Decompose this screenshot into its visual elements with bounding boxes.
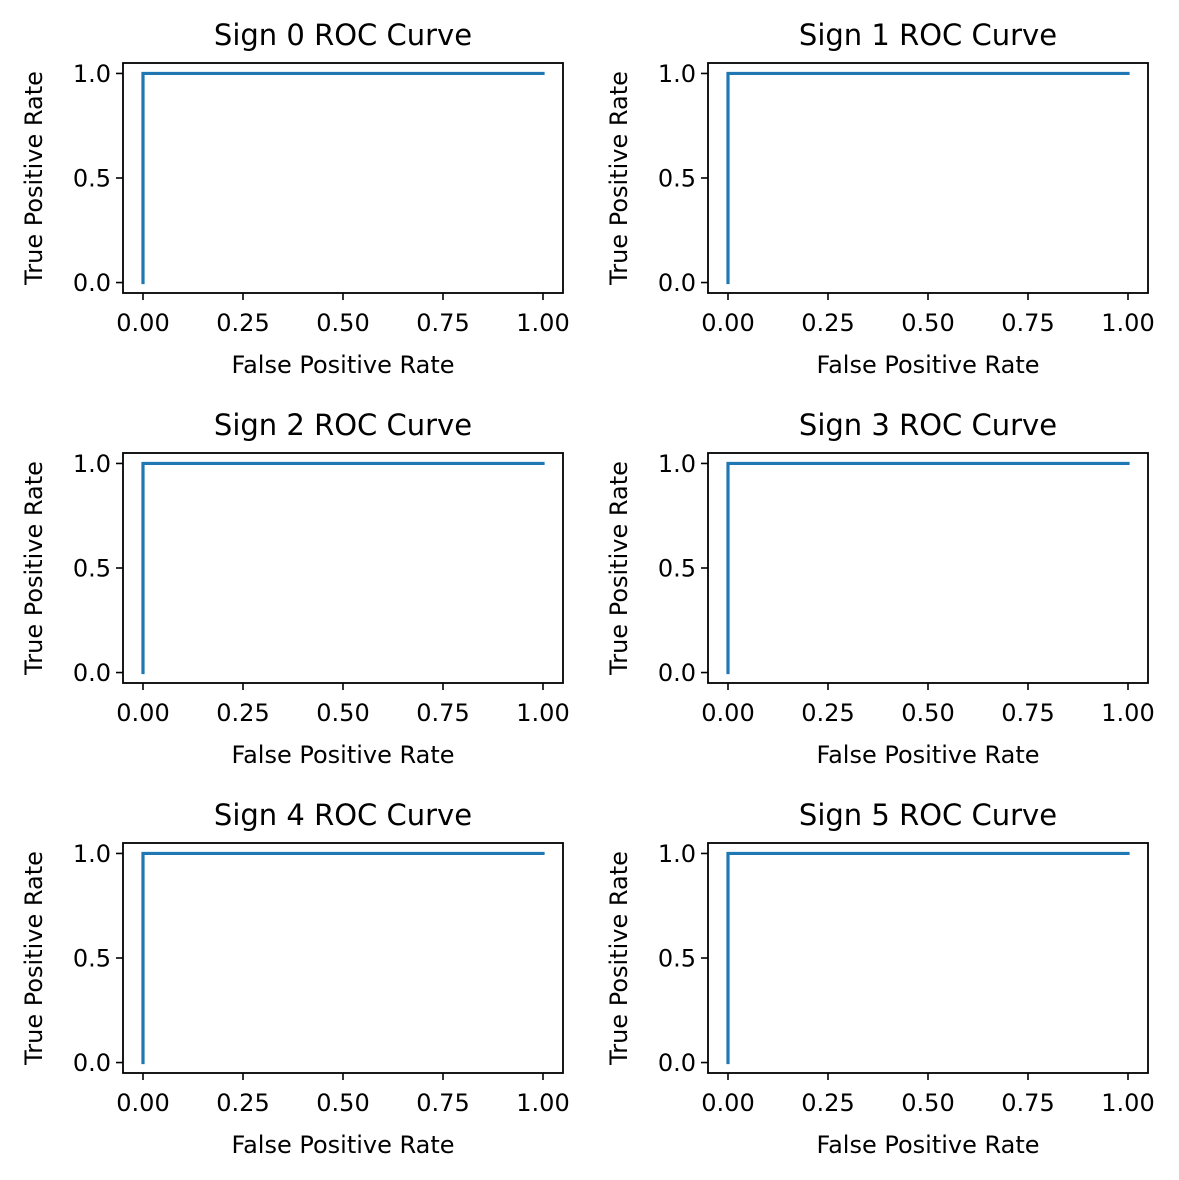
x-tick-label: 1.00: [1101, 309, 1154, 337]
x-tick-label: 0.75: [416, 699, 469, 727]
x-tick-label: 0.75: [1001, 699, 1054, 727]
x-axis-label: False Positive Rate: [816, 351, 1039, 379]
x-tick-label: 0.00: [701, 699, 754, 727]
chart-title: Sign 2 ROC Curve: [214, 408, 472, 442]
x-tick-label: 0.50: [316, 309, 369, 337]
y-tick-label: 1.0: [73, 450, 111, 478]
y-tick-label: 0.5: [658, 555, 696, 583]
x-tick-label: 0.00: [116, 699, 169, 727]
x-tick-label: 0.75: [416, 1089, 469, 1117]
y-tick-label: 0.0: [658, 1049, 696, 1077]
y-tick-label: 0.5: [73, 165, 111, 193]
x-axis-label: False Positive Rate: [816, 741, 1039, 769]
x-axis-label: False Positive Rate: [231, 741, 454, 769]
x-tick-label: 0.00: [701, 309, 754, 337]
x-tick-label: 1.00: [1101, 699, 1154, 727]
x-tick-label: 0.50: [901, 1089, 954, 1117]
chart-title: Sign 4 ROC Curve: [214, 798, 472, 832]
x-axis-label: False Positive Rate: [231, 351, 454, 379]
chart-title: Sign 3 ROC Curve: [799, 408, 1057, 442]
y-axis-label: True Positive Rate: [605, 71, 633, 286]
y-tick-label: 0.0: [658, 659, 696, 687]
y-tick-label: 0.5: [73, 555, 111, 583]
y-tick-label: 1.0: [73, 840, 111, 868]
x-tick-label: 0.50: [316, 1089, 369, 1117]
x-tick-label: 1.00: [516, 1089, 569, 1117]
chart-title: Sign 5 ROC Curve: [799, 798, 1057, 832]
y-tick-label: 0.0: [658, 269, 696, 297]
y-tick-label: 1.0: [658, 60, 696, 88]
y-tick-label: 0.0: [73, 269, 111, 297]
x-axis-label: False Positive Rate: [816, 1131, 1039, 1159]
x-tick-label: 0.50: [316, 699, 369, 727]
y-tick-label: 0.5: [73, 945, 111, 973]
y-tick-label: 0.0: [73, 659, 111, 687]
x-tick-label: 0.50: [901, 309, 954, 337]
x-tick-label: 0.00: [116, 309, 169, 337]
x-tick-label: 0.75: [1001, 1089, 1054, 1117]
x-tick-label: 1.00: [516, 309, 569, 337]
x-tick-label: 0.25: [216, 699, 269, 727]
x-tick-label: 0.25: [216, 309, 269, 337]
y-axis-label: True Positive Rate: [605, 851, 633, 1066]
chart-title: Sign 1 ROC Curve: [799, 18, 1057, 52]
x-tick-label: 0.75: [416, 309, 469, 337]
chart-title: Sign 0 ROC Curve: [214, 18, 472, 52]
x-tick-label: 1.00: [516, 699, 569, 727]
y-tick-label: 1.0: [658, 840, 696, 868]
y-tick-label: 1.0: [73, 60, 111, 88]
y-tick-label: 0.5: [658, 165, 696, 193]
x-tick-label: 0.00: [701, 1089, 754, 1117]
y-tick-label: 1.0: [658, 450, 696, 478]
x-axis-label: False Positive Rate: [231, 1131, 454, 1159]
x-tick-label: 0.25: [216, 1089, 269, 1117]
x-tick-label: 0.50: [901, 699, 954, 727]
x-tick-label: 0.25: [801, 699, 854, 727]
y-tick-label: 0.5: [658, 945, 696, 973]
y-axis-label: True Positive Rate: [605, 461, 633, 676]
x-tick-label: 0.25: [801, 309, 854, 337]
x-tick-label: 0.00: [116, 1089, 169, 1117]
y-tick-label: 0.0: [73, 1049, 111, 1077]
y-axis-label: True Positive Rate: [20, 851, 48, 1066]
y-axis-label: True Positive Rate: [20, 461, 48, 676]
x-tick-label: 0.75: [1001, 309, 1054, 337]
y-axis-label: True Positive Rate: [20, 71, 48, 286]
x-tick-label: 1.00: [1101, 1089, 1154, 1117]
x-tick-label: 0.25: [801, 1089, 854, 1117]
